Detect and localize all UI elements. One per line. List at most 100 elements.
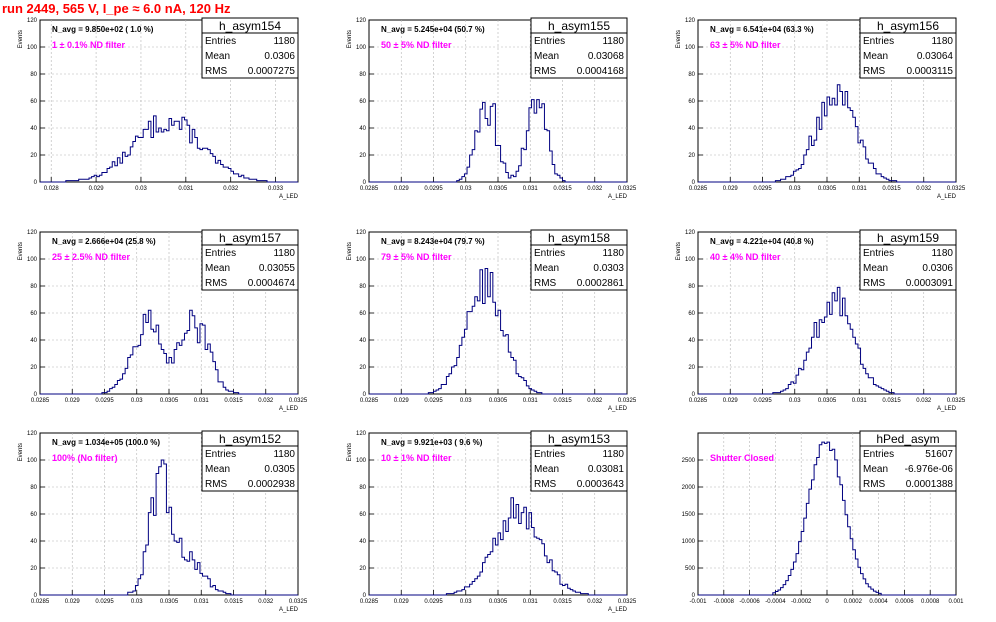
tick-label-y: 40	[688, 338, 695, 344]
tick-label-y: 0	[692, 593, 696, 599]
tick-label-y: 40	[359, 539, 366, 545]
tick-label-y: 40	[688, 126, 695, 132]
tick-label-y: 100	[685, 45, 696, 51]
tick-label-x: -0.0002	[791, 599, 812, 605]
stats-box	[530, 244, 628, 291]
stats-key: Entries	[534, 36, 565, 47]
stats-key: Entries	[534, 248, 565, 259]
stats-value: 0.03068	[588, 51, 625, 62]
tick-label-y: 60	[688, 99, 695, 105]
tick-label-x: 0.033	[268, 186, 284, 192]
tick-label-x: 0.0325	[947, 398, 966, 404]
stats-title: h_asym155	[548, 19, 610, 33]
stats-key: RMS	[863, 479, 886, 490]
stats-key: Entries	[205, 449, 236, 460]
tick-label-x: 0.03	[131, 599, 143, 605]
histogram-series	[40, 459, 298, 596]
tick-label-y: 60	[30, 512, 37, 518]
tick-label-y: 100	[27, 458, 38, 464]
histogram-panel: 0.0285 0.029 0.0295 0.03 0.0305 0.031 0.0315 0.…	[676, 229, 966, 412]
stats-key: Mean	[205, 263, 230, 274]
x-axis-title: A_LED	[937, 406, 957, 412]
tick-label-x: 0.0315	[224, 599, 243, 605]
histogram-series	[369, 497, 627, 596]
tick-label-x: 0.031	[194, 398, 210, 404]
stats-title: h_asym156	[877, 19, 939, 33]
tick-label-x: 0.0295	[95, 599, 114, 605]
stats-key: Entries	[205, 248, 236, 259]
tick-label-x: 0.0295	[95, 398, 114, 404]
histogram-panel: 0.0285 0.029 0.0295 0.03 0.0305 0.031 0.0315 0.…	[347, 17, 637, 200]
tick-label-y: 0	[692, 180, 696, 186]
tick-label-x: 0.0305	[489, 398, 508, 404]
tick-label-y: 100	[356, 257, 367, 263]
stats-value: 1180	[273, 449, 295, 460]
stats-box	[859, 244, 957, 291]
stats-box	[530, 32, 628, 79]
tick-label-y: 20	[359, 153, 366, 159]
tick-label-y: 120	[356, 431, 367, 437]
tick-label-x: 0.0285	[360, 398, 379, 404]
x-axis-title: A_LED	[608, 406, 628, 412]
filter-label: Shutter Closed	[710, 453, 774, 463]
y-axis-title: Events	[18, 30, 24, 48]
tick-label-y: 120	[685, 18, 696, 24]
tick-label-x: 0.0285	[31, 398, 50, 404]
tick-label-x: 0.032	[587, 599, 603, 605]
tick-label-y: 60	[30, 311, 37, 317]
tick-label-y: 100	[685, 257, 696, 263]
tick-label-y: 60	[30, 99, 37, 105]
stats-key: Mean	[863, 464, 888, 475]
tick-label-x: 0	[825, 599, 829, 605]
histogram-panel: 0.028 0.029 0.03 0.031 0.032 0.033 0 20 40 60 80 10…	[18, 17, 299, 200]
tick-label-x: 0.03	[460, 186, 472, 192]
stats-value: 0.0003091	[906, 278, 954, 289]
tick-label-y: 120	[356, 18, 367, 24]
tick-label-x: 0.001	[948, 599, 964, 605]
tick-label-y: 500	[685, 566, 696, 572]
tick-label-y: 120	[27, 18, 38, 24]
filter-label: 40 ± 4% ND filter	[710, 252, 781, 262]
tick-label-x: 0.028	[44, 186, 60, 192]
tick-label-x: 0.032	[258, 599, 274, 605]
tick-label-x: 0.0295	[424, 398, 443, 404]
x-axis-title: A_LED	[608, 607, 628, 613]
tick-label-y: 40	[30, 539, 37, 545]
tick-label-y: 80	[359, 485, 366, 491]
tick-label-x: 0.0305	[818, 398, 837, 404]
histogram-panel: 0.0285 0.029 0.0295 0.03 0.0305 0.031 0.0315 0.…	[347, 430, 637, 613]
tick-label-x: 0.032	[587, 398, 603, 404]
tick-label-x: 0.031	[178, 186, 194, 192]
tick-label-y: 80	[30, 284, 37, 290]
tick-label-y: 120	[27, 230, 38, 236]
navg-label: N_avg = 4.221e+04 (40.8 %)	[710, 237, 814, 246]
stats-box	[859, 445, 957, 492]
tick-label-y: 2000	[682, 485, 696, 491]
tick-label-y: 80	[30, 485, 37, 491]
tick-label-y: 20	[688, 365, 695, 371]
stats-value: 0.03081	[588, 464, 625, 475]
stats-key: RMS	[863, 66, 886, 77]
tick-label-x: 0.0295	[424, 186, 443, 192]
stats-value: 0.0004674	[248, 278, 296, 289]
tick-label-x: 0.0285	[689, 398, 708, 404]
tick-label-x: 0.031	[194, 599, 210, 605]
tick-label-y: 40	[30, 126, 37, 132]
histogram-series	[698, 441, 956, 596]
histogram-panel: 0.0285 0.029 0.0295 0.03 0.0305 0.031 0.0315 0.…	[18, 430, 308, 613]
tick-label-y: 0	[363, 593, 367, 599]
tick-label-x: 0.0305	[160, 398, 179, 404]
tick-label-y: 2500	[682, 458, 696, 464]
tick-label-x: 0.031	[523, 398, 539, 404]
histogram-panel: 0.0285 0.029 0.0295 0.03 0.0305 0.031 0.0315 0.…	[676, 17, 966, 200]
y-axis-title: Events	[18, 242, 24, 260]
tick-label-x: -0.0004	[765, 599, 786, 605]
tick-label-x: -0.0008	[714, 599, 735, 605]
stats-value: 0.0303	[593, 263, 624, 274]
tick-label-y: 0	[34, 593, 38, 599]
tick-label-y: 0	[363, 392, 367, 398]
tick-label-x: 0.0325	[289, 599, 308, 605]
y-axis-title: Events	[347, 242, 353, 260]
tick-label-x: 0.0285	[360, 186, 379, 192]
